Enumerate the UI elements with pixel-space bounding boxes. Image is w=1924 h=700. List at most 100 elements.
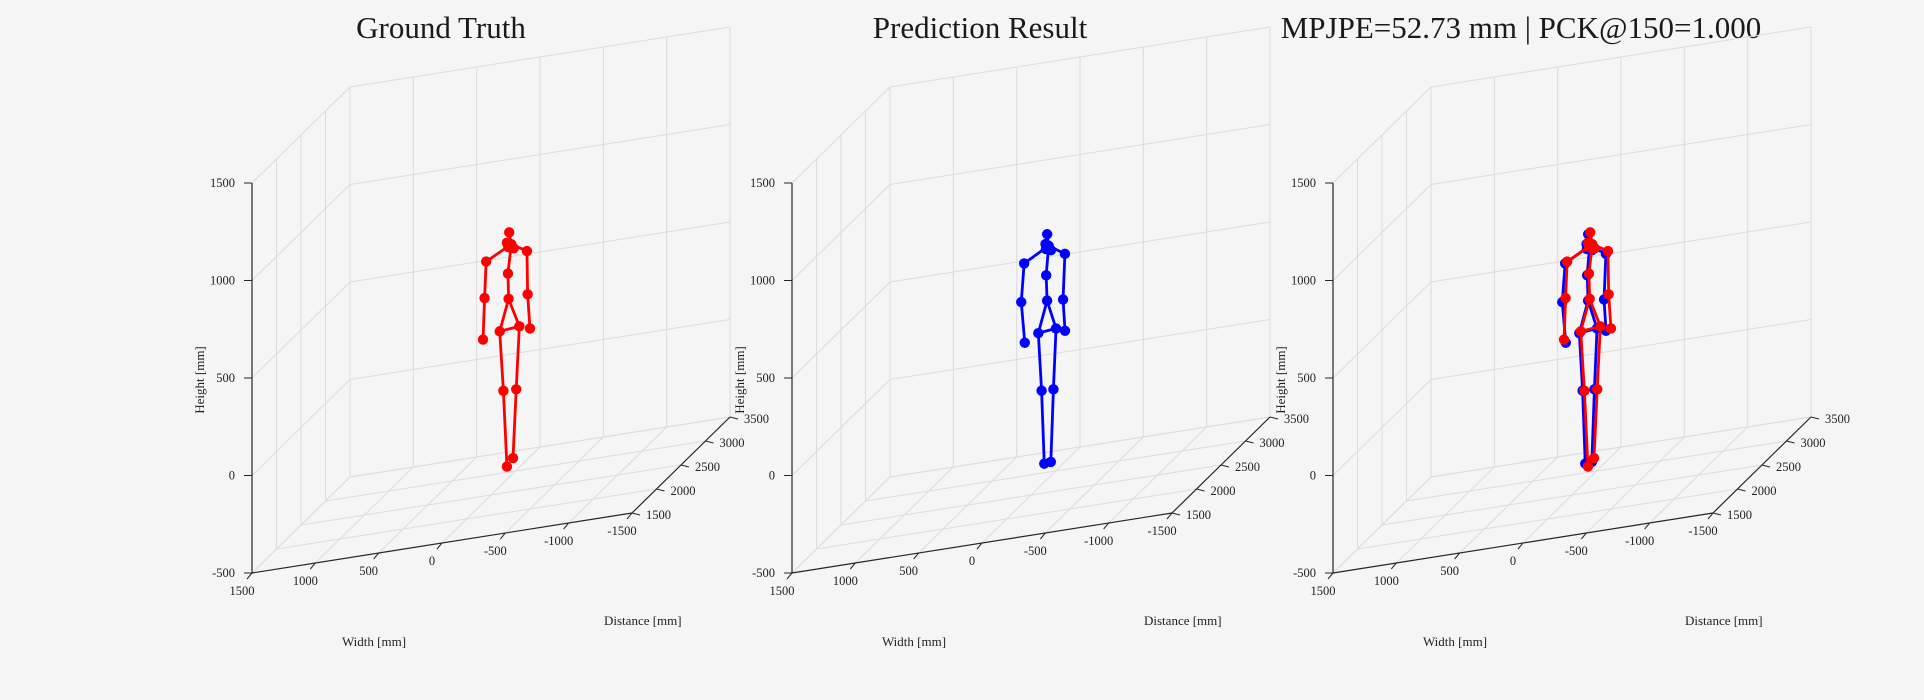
width-axis-label: Width [mm] bbox=[342, 634, 406, 649]
tick-mark bbox=[1390, 562, 1397, 570]
gridline bbox=[791, 379, 891, 476]
joint-point bbox=[502, 268, 514, 279]
bone-line bbox=[1052, 326, 1058, 391]
gridline bbox=[251, 476, 351, 574]
gridline bbox=[1430, 124, 1812, 185]
gridline bbox=[889, 124, 1271, 185]
joint-point bbox=[1560, 292, 1571, 304]
tick-mark bbox=[1327, 572, 1334, 580]
width-tick-label: -1000 bbox=[1084, 534, 1113, 548]
tick-mark bbox=[246, 572, 253, 580]
joint-point bbox=[498, 385, 509, 397]
height-tick-label: 500 bbox=[216, 371, 235, 385]
joint-point bbox=[1595, 321, 1606, 332]
bone-line bbox=[1595, 324, 1602, 391]
tick-mark bbox=[631, 512, 641, 516]
tick-mark bbox=[1517, 542, 1524, 550]
gridline bbox=[349, 319, 731, 380]
tick-mark bbox=[1761, 464, 1771, 468]
height-axis-label: Height [mm] bbox=[1273, 346, 1288, 414]
width-tick-label: 0 bbox=[969, 554, 975, 568]
tick-mark bbox=[1245, 440, 1254, 444]
gridline bbox=[889, 416, 1271, 478]
joint-point bbox=[1575, 326, 1586, 337]
tick-mark bbox=[705, 440, 714, 444]
tick-mark bbox=[1171, 512, 1181, 516]
subplot-1: Ground Truth 1500 1000 500 0 -500 -1000 -1500 15… bbox=[192, 10, 769, 649]
height-axis-label: Height [mm] bbox=[732, 346, 747, 414]
tick-mark bbox=[680, 464, 690, 468]
joint-point bbox=[1579, 385, 1590, 397]
subplot-title: Prediction Result bbox=[873, 10, 1088, 45]
joint-point bbox=[501, 461, 513, 472]
tick-mark bbox=[563, 522, 570, 530]
subplot-2: Prediction Result 1500 1000 500 0 -500 -1000 -1… bbox=[732, 10, 1309, 649]
distance-tick-label: 1500 bbox=[1186, 508, 1211, 522]
joint-point bbox=[1048, 384, 1059, 395]
height-tick-label: 500 bbox=[1297, 371, 1316, 385]
tick-mark bbox=[656, 488, 665, 492]
tick-mark bbox=[1454, 552, 1461, 560]
width-tick-label: 1000 bbox=[293, 574, 318, 588]
bone-line bbox=[1581, 389, 1587, 466]
width-tick-label: -500 bbox=[1024, 544, 1047, 558]
gridline bbox=[1332, 379, 1432, 476]
bone-line bbox=[511, 387, 518, 460]
skeleton bbox=[477, 227, 536, 472]
gridline bbox=[816, 488, 1197, 550]
joint-point bbox=[1041, 295, 1053, 306]
tick-mark bbox=[1166, 512, 1173, 520]
joint-point bbox=[1033, 327, 1044, 339]
tick-mark bbox=[976, 542, 983, 550]
joint-point bbox=[1057, 294, 1069, 305]
distance-axis-label: Distance [mm] bbox=[1685, 613, 1763, 628]
tick-mark bbox=[626, 512, 633, 520]
subplot-3: MPJPE=52.73 mm | PCK@150=1.000 1500 1000 50… bbox=[1273, 10, 1850, 649]
height-tick-label: 1000 bbox=[1291, 274, 1316, 288]
width-tick-label: -1500 bbox=[1688, 524, 1717, 538]
width-tick-label: -500 bbox=[484, 544, 507, 558]
tick-mark bbox=[1712, 512, 1722, 516]
subplot-title: MPJPE=52.73 mm | PCK@150=1.000 bbox=[1281, 10, 1762, 45]
gridline bbox=[1406, 440, 1787, 502]
distance-tick-label: 3000 bbox=[1801, 436, 1826, 450]
distance-tick-label: 1500 bbox=[1727, 508, 1752, 522]
joint-point bbox=[1018, 258, 1030, 269]
bone-line bbox=[1590, 387, 1596, 464]
gridline bbox=[1332, 86, 1432, 184]
height-tick-label: 0 bbox=[229, 469, 235, 483]
distance-tick-label: 3500 bbox=[1825, 412, 1850, 426]
width-tick-label: 500 bbox=[899, 564, 918, 578]
tick-mark bbox=[499, 532, 506, 540]
gridline bbox=[349, 221, 731, 283]
width-tick-label: 1000 bbox=[833, 574, 858, 588]
joint-point bbox=[524, 323, 536, 334]
bone-line bbox=[1036, 331, 1043, 393]
distance-tick-label: 3000 bbox=[720, 436, 745, 450]
gridline bbox=[1430, 416, 1812, 478]
width-tick-label: -1500 bbox=[1147, 524, 1176, 538]
gridline bbox=[791, 184, 891, 281]
tick-mark bbox=[1196, 488, 1205, 492]
height-tick-label: 500 bbox=[756, 371, 775, 385]
bone-line bbox=[514, 324, 521, 391]
gridline bbox=[1332, 281, 1432, 379]
tick-mark bbox=[1810, 416, 1820, 420]
bone-line bbox=[483, 260, 488, 300]
tick-mark bbox=[1786, 440, 1795, 444]
width-tick-label: 0 bbox=[1510, 554, 1516, 568]
joint-point bbox=[503, 293, 514, 305]
joint-point bbox=[1605, 323, 1617, 334]
width-tick-label: -1500 bbox=[607, 524, 636, 538]
joint-point bbox=[1019, 337, 1030, 348]
width-tick-label: -1000 bbox=[1625, 534, 1654, 548]
width-tick-label: 500 bbox=[359, 564, 378, 578]
distance-axis-label: Distance [mm] bbox=[604, 613, 682, 628]
joint-point bbox=[503, 241, 514, 253]
joint-point bbox=[511, 384, 522, 395]
tick-mark bbox=[436, 542, 443, 550]
joint-point bbox=[477, 334, 489, 345]
joint-point bbox=[1603, 289, 1614, 300]
